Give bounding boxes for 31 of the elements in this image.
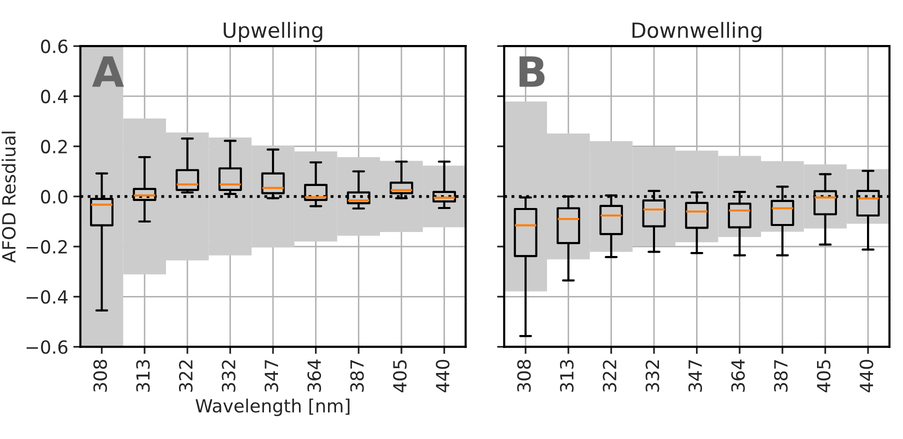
x-tick-label: 347 <box>264 360 278 392</box>
annotation: A <box>92 56 124 87</box>
x-tick-label: 322 <box>178 360 193 392</box>
x-tick-label: 313 <box>136 360 150 392</box>
x-tick-label: 387 <box>350 360 364 392</box>
x-tick-label: 332 <box>222 360 236 392</box>
x-axis-title: Wavelength [nm] <box>196 398 350 416</box>
y-axis-title: AFOD Resdiual <box>2 132 16 263</box>
x-tick-label: 332 <box>646 360 660 392</box>
chart-title: Downwelling <box>632 22 762 42</box>
chart-title: Upwelling <box>224 22 322 42</box>
y-tick-label: 0.6 <box>41 40 68 54</box>
x-tick-label: 347 <box>688 360 702 392</box>
annotation: B <box>520 56 545 87</box>
x-tick-label: 308 <box>517 360 531 392</box>
x-tick-label: 440 <box>436 360 450 392</box>
y-tick-label: 0.2 <box>41 140 67 154</box>
y-tick-label: −0.2 <box>26 240 67 254</box>
y-tick-label: 0.0 <box>41 190 68 204</box>
y-tick-label: 0.4 <box>41 90 68 104</box>
x-tick-label: 364 <box>307 360 322 392</box>
x-tick-label: 405 <box>393 360 407 392</box>
y-tick-label: −0.6 <box>26 340 68 354</box>
x-tick-label: 308 <box>93 360 108 392</box>
x-tick-label: 364 <box>731 360 745 392</box>
y-tick-label: −0.4 <box>26 290 68 304</box>
x-tick-label: 440 <box>860 360 874 392</box>
x-tick-label: 322 <box>602 360 616 392</box>
x-tick-label: 313 <box>560 360 574 392</box>
x-tick-label: 405 <box>816 360 830 392</box>
x-tick-label: 387 <box>774 360 788 392</box>
